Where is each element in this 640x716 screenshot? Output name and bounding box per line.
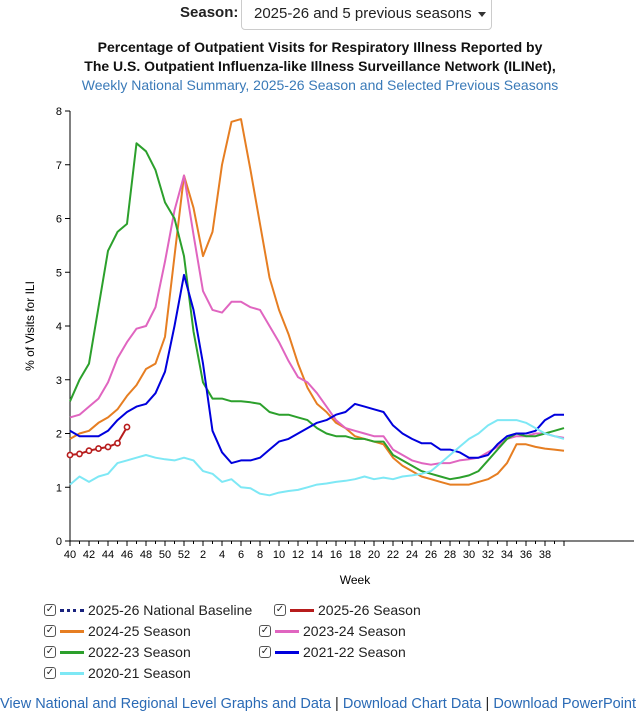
legend-item-s2021[interactable]: ✓ 2020-21 Season	[44, 663, 191, 683]
chart-title-line-2: The U.S. Outpatient Influenza-like Illne…	[84, 58, 556, 74]
caret-down-icon	[477, 11, 486, 17]
chart-titles: Percentage of Outpatient Visits for Resp…	[0, 38, 640, 95]
legend-swatch	[275, 629, 299, 633]
season-bar: Season: 2025-26 and 5 previous seasons	[0, 0, 640, 34]
x-tick-label: 28	[444, 549, 456, 561]
link-separator: |	[481, 696, 494, 712]
x-tick-label: 44	[102, 549, 114, 561]
y-tick-label: 7	[56, 160, 62, 172]
link-view-graphs[interactable]: View National and Regional Level Graphs …	[0, 696, 332, 712]
series-point-s2526	[95, 445, 102, 452]
y-tick-label: 8	[56, 106, 62, 118]
legend-item-s2324[interactable]: ✓ 2023-24 Season	[259, 621, 406, 641]
series-point-s2526	[114, 439, 121, 447]
x-tick-label: 34	[501, 549, 513, 561]
y-axis-label: % of Visits for ILI	[23, 281, 37, 371]
download-links: View National and Regional Level Graphs …	[0, 696, 640, 712]
legend-swatch	[275, 650, 299, 654]
legend-item-s2526[interactable]: ✓ 2025-26 Season	[274, 600, 421, 620]
x-tick-label: 2	[200, 549, 206, 561]
chart-subtitle: Weekly National Summary, 2025-26 Season …	[81, 77, 559, 93]
y-tick-label: 4	[56, 321, 62, 333]
legend-item-s2223[interactable]: ✓ 2022-23 Season	[44, 642, 191, 662]
x-tick-label: 6	[238, 549, 244, 561]
x-tick-label: 12	[292, 549, 304, 561]
x-tick-label: 52	[178, 549, 190, 561]
x-tick-label: 46	[121, 549, 133, 561]
legend-label: 2020-21 Season	[88, 665, 191, 681]
season-select-value: 2025-26 and 5 previous seasons	[254, 5, 472, 22]
legend-checkbox[interactable]: ✓	[44, 667, 56, 679]
link-separator: |	[331, 696, 343, 712]
y-tick-label: 1	[56, 482, 62, 494]
legend-swatch	[60, 671, 84, 675]
x-tick-label: 14	[311, 549, 323, 561]
legend-swatch	[60, 629, 84, 633]
x-tick-label: 8	[257, 549, 263, 561]
link-download-powerpoint[interactable]: Download PowerPoint	[493, 696, 636, 712]
legend-label: 2023-24 Season	[303, 623, 406, 639]
series-point-s2526	[104, 443, 112, 451]
legend-item-baseline[interactable]: ✓ 2025-26 National Baseline	[44, 600, 252, 620]
y-tick-label: 0	[56, 536, 62, 548]
season-label: Season:	[180, 4, 239, 21]
x-tick-label: 32	[482, 549, 494, 561]
series-point-s2526	[76, 450, 83, 458]
season-select[interactable]: 2025-26 and 5 previous seasons	[241, 0, 492, 30]
series-line-s2223	[69, 142, 565, 481]
legend-checkbox[interactable]: ✓	[259, 625, 271, 637]
x-tick-label: 26	[425, 549, 437, 561]
link-download-data[interactable]: Download Chart Data	[342, 696, 482, 712]
series-point-s2526	[66, 451, 74, 459]
y-tick-label: 2	[56, 429, 62, 441]
legend-checkbox[interactable]: ✓	[44, 604, 56, 616]
x-tick-label: 22	[387, 549, 399, 561]
legend-checkbox[interactable]: ✓	[274, 604, 286, 616]
legend-item-s2122[interactable]: ✓ 2021-22 Season	[259, 642, 406, 662]
y-tick-label: 5	[56, 267, 62, 279]
x-tick-label: 38	[539, 549, 551, 561]
y-tick-label: 3	[56, 375, 62, 387]
legend-label: 2021-22 Season	[303, 644, 406, 660]
series-line-s2021	[69, 419, 565, 497]
x-tick-label: 36	[520, 549, 532, 561]
legend-label: 2022-23 Season	[88, 644, 191, 660]
series-point-s2526	[85, 447, 93, 455]
legend-swatch	[60, 608, 84, 612]
legend-item-s2425[interactable]: ✓ 2024-25 Season	[44, 621, 191, 641]
legend-swatch	[60, 650, 84, 654]
y-tick-label: 6	[56, 214, 62, 226]
x-axis-label: Week	[340, 573, 371, 587]
legend-label: 2025-26 Season	[318, 602, 421, 618]
x-tick-label: 4	[219, 549, 225, 561]
x-tick-label: 30	[463, 549, 475, 561]
legend-label: 2025-26 National Baseline	[88, 602, 253, 618]
legend-checkbox[interactable]: ✓	[259, 646, 271, 658]
x-tick-label: 42	[83, 549, 95, 561]
x-tick-label: 24	[406, 549, 418, 561]
x-tick-label: 10	[273, 549, 285, 561]
x-tick-label: 16	[330, 549, 342, 561]
series-line-s2324	[69, 174, 565, 466]
legend-checkbox[interactable]: ✓	[44, 625, 56, 637]
legend-label: 2024-25 Season	[88, 623, 191, 639]
legend-swatch	[290, 608, 314, 612]
x-tick-label: 48	[140, 549, 152, 561]
x-tick-label: 50	[159, 549, 171, 561]
legend-checkbox[interactable]: ✓	[44, 646, 56, 658]
chart-title-line-1: Percentage of Outpatient Visits for Resp…	[97, 39, 543, 55]
x-tick-label: 18	[349, 549, 361, 561]
x-tick-label: 40	[64, 549, 76, 561]
series-line-s2122	[69, 273, 564, 465]
series-point-s2526	[123, 423, 131, 431]
x-tick-label: 20	[368, 549, 380, 561]
series-line-s2425	[69, 118, 565, 486]
